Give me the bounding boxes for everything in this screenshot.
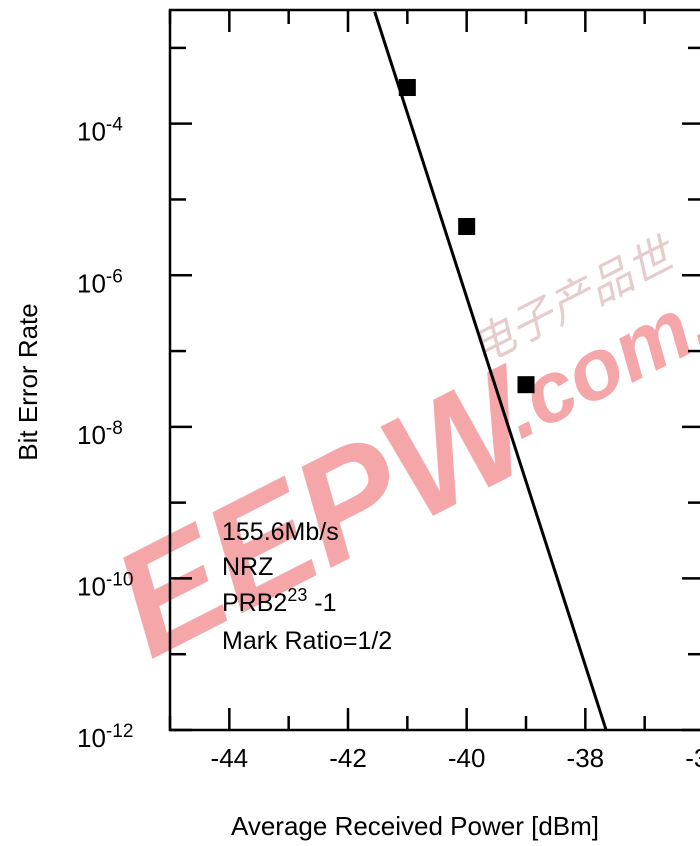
y-tick-label-exponent: -4 — [106, 114, 123, 135]
plot-frame — [168, 8, 700, 732]
axis-ticks — [168, 10, 700, 732]
annotation-mark-ratio: Mark Ratio=1/2 — [222, 627, 392, 655]
y-tick-label-base: 10 — [77, 571, 106, 601]
y-tick-label: 10-10 — [77, 569, 133, 602]
y-tick-label-exponent: -6 — [106, 266, 123, 287]
y-axis-title: Bit Error Rate — [13, 303, 43, 461]
data-point-marker — [517, 376, 535, 394]
y-tick-label-base: 10 — [77, 723, 106, 753]
annotation-pattern-suffix: -1 — [307, 589, 336, 617]
y-tick-label: 10-8 — [77, 417, 123, 450]
x-tick-labels: -44 -42 -40 -38 -36 — [211, 743, 700, 773]
y-tick-label: 10-4 — [77, 114, 123, 147]
ber-fit-line — [373, 11, 608, 731]
data-markers — [398, 79, 535, 394]
data-point-marker — [398, 79, 416, 97]
annotation-rate: 155.6Mb/s — [222, 518, 339, 546]
eepw-watermark: EEPW .com.c 电子产品世 — [88, 227, 700, 688]
y-tick-label-base: 10 — [77, 420, 106, 450]
data-point-marker — [458, 217, 476, 235]
x-axis-title: Average Received Power [dBm] — [231, 811, 599, 841]
annotation-block: 155.6Mb/s NRZ PRB223 -1 Mark Ratio=1/2 — [222, 518, 392, 655]
y-tick-label-exponent: -10 — [106, 569, 133, 590]
annotation-format: NRZ — [222, 553, 273, 581]
annotation-pattern: PRB223 -1 — [222, 585, 337, 617]
y-tick-label: 10-12 — [77, 721, 133, 754]
annotation-pattern-sup: 23 — [287, 585, 307, 605]
x-tick-label: -44 — [211, 743, 249, 773]
x-tick-label: -36 — [685, 743, 700, 773]
x-tick-label: -38 — [567, 743, 605, 773]
y-tick-label-base: 10 — [77, 268, 106, 298]
x-tick-label: -40 — [448, 743, 486, 773]
y-tick-label: 10-6 — [77, 266, 123, 299]
y-tick-label-base: 10 — [77, 117, 106, 147]
annotation-pattern-base: PRB2 — [222, 589, 287, 617]
y-tick-label-exponent: -12 — [106, 721, 133, 742]
x-tick-label: -42 — [329, 743, 367, 773]
y-tick-label-exponent: -8 — [106, 417, 123, 438]
